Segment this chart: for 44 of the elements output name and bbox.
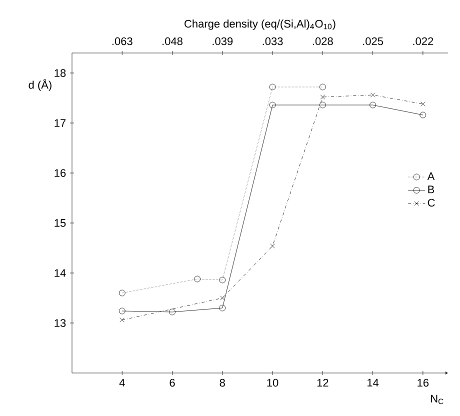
x-axis-title: N$_{C}$ [431,394,444,404]
text: .028 [312,37,333,46]
y-tick-label: 16 [54,169,66,177]
point [169,308,176,316]
point [118,290,126,296]
point [269,84,276,90]
point [319,102,326,108]
x-tick-label: 12 [317,378,328,387]
x-tick-label: 6 [170,378,175,387]
text: .063 [112,37,132,46]
text: .022 [413,37,434,46]
point [219,276,226,284]
text: .033 [262,37,283,46]
point [319,84,326,90]
text: .025 [363,37,384,46]
y-tick-label: 13 [54,319,66,327]
x-tick-label: 14 [368,378,379,386]
y-tick-label: 17 [54,119,66,127]
y-tick-label: 15 [54,219,66,227]
point [120,318,124,322]
text: .039 [212,37,233,46]
point [270,244,275,248]
point [420,102,426,106]
legend-label: A [427,172,435,180]
x2-axis-title: Charge density (eq/(Si,Al)$_{4}$O$_{10}$) [184,20,336,30]
y-tick-label: 14 [54,269,66,277]
point [118,308,126,314]
x-tick-label: 10 [267,378,278,387]
legend-label: C [428,198,435,207]
text: .048 [162,37,182,46]
y-axis-title: d (Å) [28,79,52,91]
point [220,296,225,300]
point [370,92,376,98]
x-tick-label: 8 [220,378,225,387]
point [320,94,325,100]
point [420,112,426,118]
x-tick-label: 16 [418,378,429,387]
legend-label: B [428,186,434,194]
x-tick-label: 4 [119,378,125,386]
y-tick-label: 18 [54,69,66,77]
point [370,102,376,108]
point [194,276,201,282]
point [219,304,226,312]
point [269,102,276,108]
